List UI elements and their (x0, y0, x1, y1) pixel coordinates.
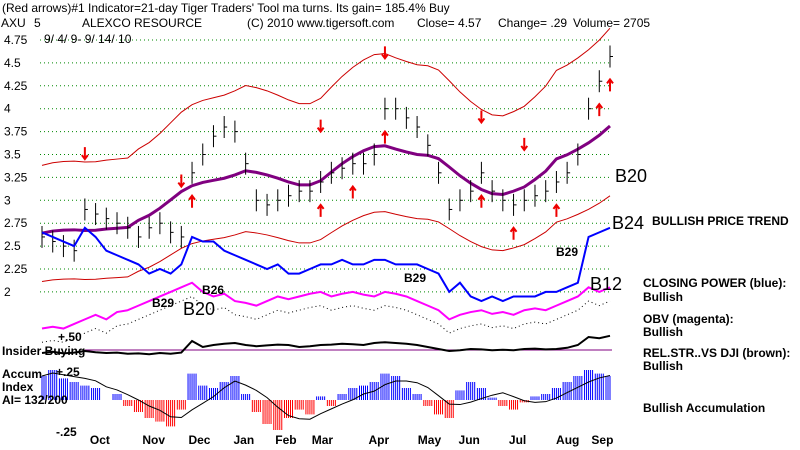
insider-scale: +.50 (58, 330, 82, 344)
sell-arrow-icon (381, 46, 389, 60)
y-tick-label: 4.5 (4, 56, 21, 70)
x-tick-label: Oct (90, 433, 110, 447)
signal-b26: B26 (202, 283, 225, 297)
rel-strength-label: REL.STR..VS DJI (brown): (643, 346, 791, 360)
signal-b24: B24 (612, 213, 645, 233)
corner-label: 5 (34, 16, 41, 30)
closing-power-status: Bullish (643, 290, 684, 304)
x-tick-label: Mar (312, 433, 334, 447)
accum-ma-line (41, 372, 611, 420)
y-tick-label: 4 (4, 102, 11, 116)
obv-label: OBV (magenta): (643, 312, 734, 326)
x-tick-label: Jan (233, 433, 254, 447)
accum-label: Accum (2, 367, 43, 381)
buy-arrow-icon (188, 194, 196, 208)
date-range: 9/ 4/ 9- 9/ 14/ 10 (44, 32, 132, 46)
accumulation-status: Bullish Accumulation (643, 401, 766, 415)
insider-buying-label: Insider Buying (2, 344, 86, 358)
x-tick-label: Jun (459, 433, 480, 447)
y-tick-label: 4.25 (4, 79, 28, 93)
signal-b29: B29 (152, 296, 175, 310)
ai-value: AI= 132/200 (2, 393, 68, 407)
sell-arrow-icon (81, 147, 89, 161)
signal-b29-aug: B29 (556, 245, 579, 259)
ticker: AXU (1, 16, 26, 30)
y-tick-label: 2.25 (4, 262, 28, 276)
x-tick-label: Aug (556, 433, 579, 447)
x-tick-label: Apr (369, 433, 390, 447)
price-trend-label: BULLISH PRICE TREND (652, 214, 789, 228)
copyright: (C) 2010 www.tigersoft.com (247, 16, 395, 30)
rel-strength-status: Bullish (643, 359, 684, 373)
lower-band (41, 195, 611, 283)
y-tick-label: 4.75 (4, 33, 28, 47)
obv-ma-line (41, 295, 611, 343)
obv-line (41, 281, 611, 330)
y-tick-label: 3.75 (4, 125, 28, 139)
x-tick-label: Dec (188, 433, 210, 447)
x-tick-label: Feb (275, 433, 296, 447)
y-tick-label: 2.5 (4, 239, 21, 253)
buy-arrow-icon (552, 203, 561, 217)
close-value: Close= 4.57 (417, 16, 482, 30)
buy-arrow-icon (348, 184, 357, 199)
obv-status: Bullish (643, 325, 684, 339)
signal-b20: B20 (615, 166, 648, 186)
buy-arrow-icon (316, 203, 325, 217)
buy-arrow-icon (381, 129, 389, 144)
rel-strength-line (41, 334, 611, 356)
y-tick-label: 3.25 (4, 170, 28, 184)
y-tick-label: 2.75 (4, 216, 28, 230)
sell-arrow-icon (316, 119, 325, 134)
sell-arrow-icon (177, 174, 186, 189)
sell-arrow-icon (477, 110, 486, 125)
volume-value: Volume= 2705 (573, 16, 651, 30)
y-tick-label: 3 (4, 193, 11, 207)
closing-power-label: CLOSING POWER (blue): (643, 276, 787, 290)
moving-average-line (41, 124, 611, 235)
buy-arrow-icon (477, 194, 486, 208)
x-tick-label: Jul (509, 433, 526, 447)
accum-bottom-scale: -.25 (56, 425, 77, 439)
buy-arrow-icon (606, 77, 614, 92)
company-name: ALEXCO RESOURCE (82, 16, 203, 30)
x-tick-label: May (418, 433, 442, 447)
upper-band (41, 27, 611, 166)
change-value: Change= .29 (498, 16, 568, 30)
indicator-title: (Red arrows)#1 Indicator=21-day Tiger Tr… (2, 1, 450, 15)
x-tick-label: Sep (591, 433, 613, 447)
buy-arrow-icon (595, 102, 604, 117)
buy-arrow-icon (509, 226, 518, 240)
index-label: Index (2, 380, 34, 394)
x-tick-label: Nov (142, 433, 165, 447)
y-tick-label: 2 (4, 285, 11, 299)
signal-b12: B12 (590, 274, 623, 294)
sell-arrow-icon (520, 137, 529, 152)
accum-top-scale: +.25 (56, 365, 80, 379)
signal-b20-lower: B20 (183, 299, 216, 319)
closing-power-line (41, 226, 611, 303)
y-tick-label: 3.5 (4, 148, 21, 162)
signal-b29-may: B29 (404, 271, 427, 285)
